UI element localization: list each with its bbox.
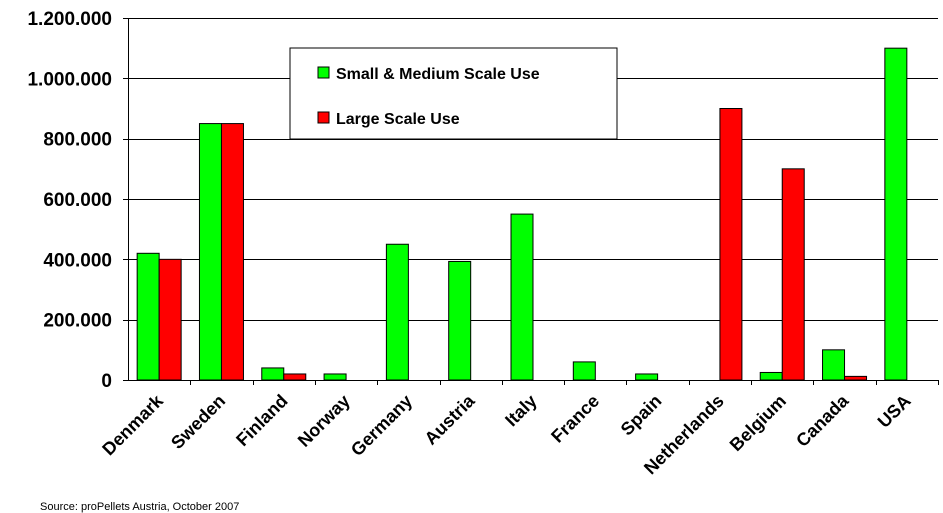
y-tick-label: 800.000	[43, 130, 112, 151]
bar-italy-small-medium	[510, 213, 534, 381]
x-tick-label: Germany	[347, 391, 416, 460]
bar-denmark-large	[158, 258, 182, 381]
bar-norway-small-medium	[323, 373, 347, 381]
y-tick-label: 0	[101, 371, 112, 392]
y-tick-label: 200.000	[43, 311, 112, 332]
x-tick-label: Italy	[501, 391, 541, 431]
x-tick-label: France	[547, 391, 603, 447]
bars-group	[136, 47, 908, 381]
bar-belgium-large	[781, 168, 805, 381]
x-tick-label: Norway	[294, 391, 354, 451]
legend-label-small-medium: Small & Medium Scale Use	[336, 66, 540, 83]
bar-usa-small-medium	[884, 47, 908, 381]
x-tick-label: USA	[874, 391, 915, 432]
y-tick-label: 400.000	[43, 250, 112, 271]
bar-canada-large	[844, 375, 868, 381]
x-tick-label: Denmark	[98, 390, 167, 459]
bar-belgium-small-medium	[759, 371, 783, 381]
bar-sweden-large	[220, 123, 244, 381]
x-tick-label: Finland	[232, 391, 291, 450]
y-tick-labels: 0 200.000 400.000 600.000 800.000 1.000.000 1.…	[27, 9, 128, 392]
y-tick-label: 1.000.000	[27, 69, 112, 90]
axes	[128, 18, 938, 381]
bar-finland-small-medium	[261, 367, 285, 381]
bar-finland-large	[283, 373, 307, 381]
source-note: Source: proPellets Austria, October 2007	[40, 501, 240, 513]
bar-austria-small-medium	[448, 260, 472, 381]
legend-label-large: Large Scale Use	[336, 111, 460, 128]
bar-sweden-small-medium	[198, 123, 222, 381]
bar-denmark-small-medium	[136, 252, 160, 381]
bar-netherlands-large	[719, 108, 743, 381]
bar-germany-small-medium	[385, 243, 409, 381]
legend: Small & Medium Scale Use Large Scale Use	[289, 47, 618, 140]
legend-swatch-small-medium	[317, 66, 330, 79]
bar-france-small-medium	[572, 361, 596, 381]
x-tick-label: Spain	[617, 391, 666, 440]
legend-box	[289, 47, 618, 140]
x-tick-label: Canada	[792, 390, 853, 451]
y-tick-label: 600.000	[43, 190, 112, 211]
bar-spain-small-medium	[635, 373, 659, 381]
legend-swatch-large	[317, 111, 330, 124]
y-tick-label: 1.200.000	[27, 9, 112, 30]
bar-canada-small-medium	[822, 349, 846, 381]
x-tick-label: Austria	[421, 390, 480, 449]
x-tick-label: Belgium	[726, 391, 790, 455]
x-tick-label: Sweden	[167, 391, 229, 453]
